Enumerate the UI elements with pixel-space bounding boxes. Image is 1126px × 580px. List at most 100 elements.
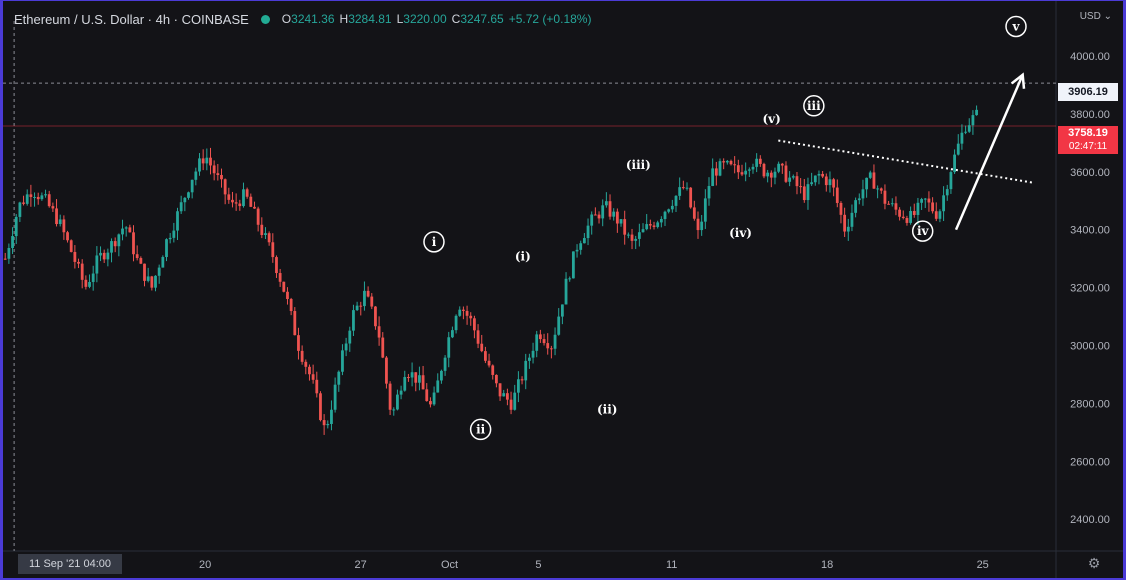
candle-body <box>315 379 319 394</box>
candle-body <box>505 393 509 400</box>
time-tick-label: 5 <box>535 559 541 571</box>
candle-body <box>168 237 172 240</box>
symbol-legend[interactable]: Ethereum / U.S. Dollar · 4h · COINBASE O… <box>14 9 591 29</box>
candle-body <box>480 343 484 352</box>
candle-body <box>604 201 608 206</box>
candle-body <box>711 168 715 187</box>
candle-body <box>813 175 817 183</box>
candle-body <box>462 309 465 311</box>
candle-body <box>113 241 117 247</box>
candle-body <box>564 278 568 305</box>
candle-body <box>106 252 110 260</box>
candle-body <box>209 157 212 166</box>
candle-body <box>531 350 535 358</box>
candle-body <box>890 203 894 205</box>
gear-icon[interactable]: ⚙ <box>1087 555 1101 571</box>
candle-body <box>905 218 909 223</box>
candle-body <box>663 211 667 220</box>
candle-body <box>84 279 88 287</box>
open-value: 3241.36 <box>291 12 335 26</box>
candle-body <box>245 189 249 197</box>
candle-body <box>139 258 143 264</box>
candle-body <box>623 219 627 235</box>
candle-body <box>66 232 69 241</box>
candle-body <box>275 257 278 274</box>
candle-body <box>619 219 623 224</box>
candle-body <box>278 273 282 282</box>
candle-body <box>700 221 704 231</box>
trendline <box>778 139 1034 184</box>
currency-label: USD <box>1079 11 1101 22</box>
price-tick-label: 3600.00 <box>1070 167 1110 179</box>
candle-body <box>99 252 102 256</box>
candle-body <box>267 233 271 243</box>
candle-body <box>766 172 770 177</box>
candle-body <box>363 290 366 307</box>
candle-body <box>626 234 630 236</box>
candle-body <box>396 394 399 410</box>
candle-body <box>850 212 854 227</box>
candle-body <box>535 334 539 351</box>
candle-body <box>161 257 165 268</box>
symbol-title[interactable]: Ethereum / U.S. Dollar · 4h · COINBASE <box>14 11 249 27</box>
candle-body <box>593 214 597 216</box>
candle-body <box>249 196 253 207</box>
candle-body <box>612 211 616 217</box>
candle-body <box>538 334 542 340</box>
candle-body <box>242 189 245 207</box>
wave-label-circle <box>469 418 492 441</box>
candle-body <box>740 172 744 175</box>
candle-body <box>879 188 883 191</box>
candle-body <box>322 420 326 426</box>
candle-body <box>733 164 737 166</box>
last-price-label: 3758.19 02:47:11 <box>1058 126 1118 154</box>
candle-body <box>238 203 242 207</box>
candle-body <box>14 216 18 237</box>
candle-body <box>304 361 308 367</box>
candle-body <box>282 281 286 292</box>
candle-body <box>80 263 84 280</box>
candle-body <box>421 375 425 390</box>
time-axis[interactable]: 20 27 Oct 5 11 18 25 <box>199 559 989 571</box>
high-key: H <box>339 12 349 26</box>
currency-selector[interactable]: USD ⌄ <box>1080 11 1112 22</box>
candle-body <box>854 200 858 213</box>
candle-body <box>58 219 62 225</box>
time-tick-label: 27 <box>355 559 367 571</box>
candle-body <box>190 179 194 193</box>
candle-body <box>692 207 696 219</box>
candle-body <box>366 290 370 297</box>
candle-body <box>44 194 47 196</box>
candle-body <box>975 109 978 116</box>
time-tick-label: Oct <box>441 559 458 571</box>
candle-body <box>670 205 674 210</box>
wave-label-circle <box>1005 15 1027 38</box>
candle-body <box>582 238 586 244</box>
candle-body <box>326 423 330 426</box>
price-axis[interactable]: 2400.00 2600.00 2800.00 3000.00 3200.00 3400.… <box>1070 51 1110 526</box>
candle-body <box>865 177 869 190</box>
wave-label: v <box>1012 19 1021 33</box>
candle-body <box>308 366 311 375</box>
candle-body <box>828 179 832 186</box>
candle-body <box>707 186 711 199</box>
candle-body <box>971 115 975 126</box>
candle-body <box>198 158 201 172</box>
candle-body <box>179 202 183 212</box>
candle-body <box>685 187 689 189</box>
candle-body <box>498 383 502 397</box>
candle-body <box>502 393 506 397</box>
candle-body <box>135 254 139 259</box>
wave-label: (i) <box>515 249 531 263</box>
candle-body <box>780 163 784 166</box>
candle-body <box>894 203 898 210</box>
candle-body <box>337 371 341 385</box>
close-key: C <box>451 12 461 26</box>
candle-body <box>51 206 55 209</box>
bar-countdown: 02:47:11 <box>1068 141 1108 152</box>
candle-body <box>810 182 814 185</box>
candle-body <box>949 172 953 190</box>
candle-body <box>36 196 40 200</box>
